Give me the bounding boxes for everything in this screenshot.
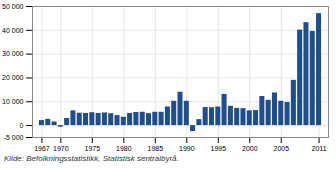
svg-text:2011: 2011 — [312, 145, 327, 152]
svg-text:1980: 1980 — [116, 145, 132, 152]
svg-text:0: 0 — [20, 122, 24, 129]
svg-text:1967: 1967 — [34, 145, 50, 152]
svg-text:-5 000: -5 000 — [4, 134, 24, 141]
svg-text:1975: 1975 — [85, 145, 101, 152]
svg-text:1990: 1990 — [179, 145, 195, 152]
svg-text:20 000: 20 000 — [2, 74, 24, 81]
svg-text:10 000: 10 000 — [2, 98, 24, 105]
svg-text:1985: 1985 — [148, 145, 164, 152]
svg-text:1995: 1995 — [210, 145, 226, 152]
svg-text:1970: 1970 — [53, 145, 69, 152]
svg-text:30 000: 30 000 — [2, 50, 24, 57]
html-text:Kilde: Befolkningsstatistikk,: Kilde: Befolkningsstatistikk, Statistisk… — [4, 154, 179, 163]
svg-text:50 000: 50 000 — [2, 3, 24, 10]
svg-text:2000: 2000 — [242, 145, 258, 152]
svg-text:2005: 2005 — [273, 145, 289, 152]
svg-text:40 000: 40 000 — [2, 27, 24, 34]
